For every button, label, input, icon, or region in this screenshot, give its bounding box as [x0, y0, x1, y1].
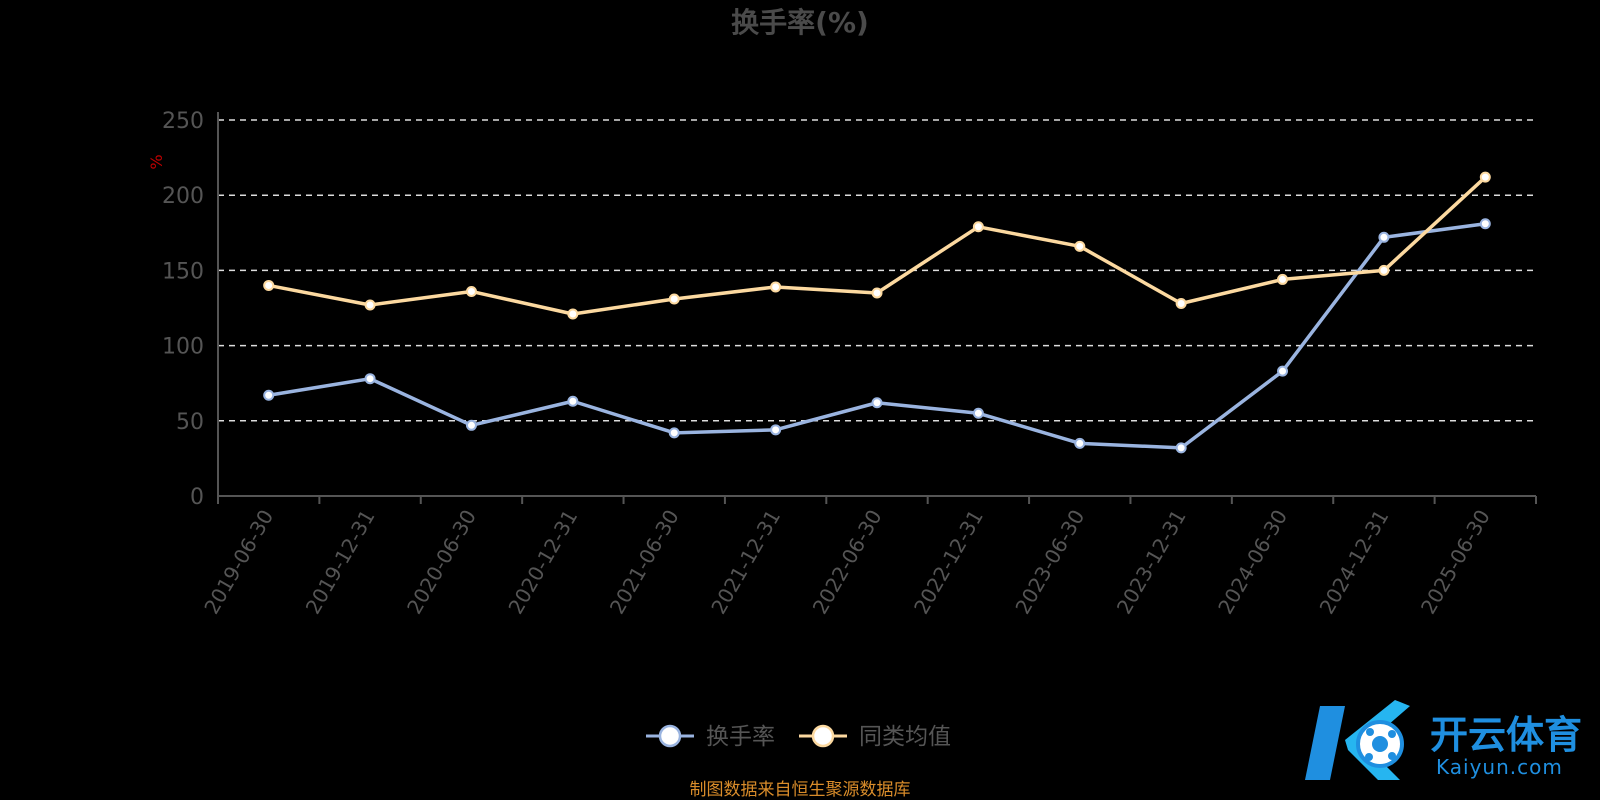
data-point[interactable] [871, 287, 883, 299]
data-point[interactable] [263, 389, 275, 401]
data-point[interactable] [1074, 437, 1086, 449]
legend-marker [811, 724, 835, 748]
data-point[interactable] [263, 279, 275, 291]
legend-item[interactable]: 同类均值 [799, 724, 951, 750]
x-tick-label: 2019-06-30 [199, 506, 278, 619]
y-axis-label: % [147, 154, 166, 169]
legend-label: 换手率 [706, 724, 775, 750]
data-point[interactable] [668, 293, 680, 305]
y-tick-label: 150 [162, 259, 204, 284]
data-point[interactable] [1378, 231, 1390, 243]
y-tick-label: 0 [190, 485, 204, 510]
data-point[interactable] [1378, 264, 1390, 276]
legend[interactable]: 换手率 同类均值 [646, 724, 951, 750]
data-point[interactable] [1074, 240, 1086, 252]
source-note: 制图数据来自恒生聚源数据库 [690, 780, 911, 800]
data-point[interactable] [1175, 297, 1187, 309]
data-point[interactable] [972, 407, 984, 419]
x-tick-label: 2025-06-30 [1416, 506, 1495, 619]
data-point[interactable] [1277, 365, 1289, 377]
y-tick-label: 100 [162, 335, 204, 360]
data-point[interactable] [465, 285, 477, 297]
data-point[interactable] [364, 299, 376, 311]
data-point[interactable] [465, 419, 477, 431]
data-point[interactable] [871, 397, 883, 409]
x-tick-label: 2019-12-31 [301, 506, 380, 619]
data-point[interactable] [1175, 442, 1187, 454]
series-group [263, 171, 1491, 454]
y-tick-label: 250 [162, 109, 204, 134]
x-tick-label: 2022-06-30 [808, 506, 887, 619]
y-tick-label: 50 [176, 410, 204, 435]
x-tick-label: 2020-06-30 [402, 506, 481, 619]
watermark: 开云体育 Kaiyun.com [1305, 700, 1582, 780]
grid-lines [218, 119, 1536, 422]
series-line-0 [268, 222, 1486, 450]
watermark-en: Kaiyun.com [1436, 755, 1563, 779]
data-point[interactable] [1479, 218, 1491, 230]
axes [217, 112, 1536, 497]
y-axis-ticks: 0 50 100 150 200 250 [162, 109, 204, 510]
data-point[interactable] [770, 424, 782, 436]
x-tick-label: 2021-06-30 [605, 506, 684, 619]
legend-marker [658, 724, 682, 748]
x-tick-label: 2023-12-31 [1112, 506, 1191, 619]
data-point[interactable] [668, 427, 680, 439]
x-tick-label: 2024-12-31 [1315, 506, 1394, 619]
x-tick-label: 2023-06-30 [1010, 506, 1089, 619]
data-point[interactable] [1277, 273, 1289, 285]
data-point[interactable] [972, 221, 984, 233]
x-tick-label: 2020-12-31 [503, 506, 582, 619]
data-point[interactable] [770, 281, 782, 293]
legend-item[interactable]: 换手率 [646, 724, 775, 750]
data-point[interactable] [364, 373, 376, 385]
watermark-logo-icon [1305, 700, 1410, 780]
data-point[interactable] [1479, 171, 1491, 183]
y-tick-label: 200 [162, 184, 204, 209]
x-tick-label: 2021-12-31 [706, 506, 785, 619]
data-point[interactable] [567, 395, 579, 407]
chart-title: 换手率(%) [731, 6, 869, 39]
x-tick-label: 2022-12-31 [909, 506, 988, 619]
x-axis-ticks: 2019-06-30 2019-12-31 2020-06-30 2020-12-31… [199, 496, 1537, 619]
watermark-cn: 开云体育 [1430, 713, 1582, 757]
data-point[interactable] [567, 308, 579, 320]
legend-label: 同类均值 [859, 724, 951, 750]
x-tick-label: 2024-06-30 [1213, 506, 1292, 619]
